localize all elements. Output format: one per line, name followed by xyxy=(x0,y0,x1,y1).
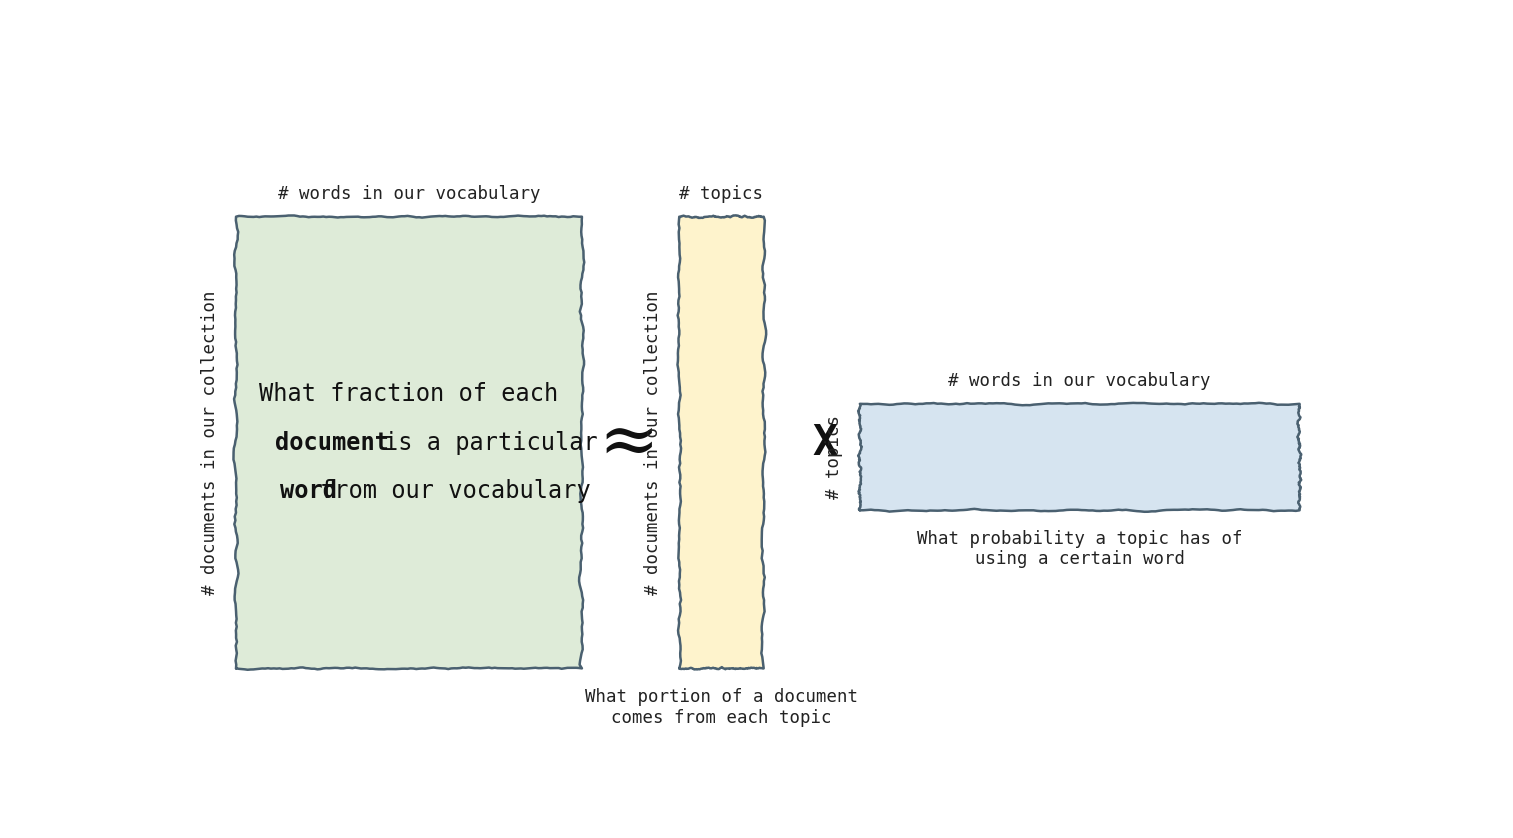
Text: is a particular: is a particular xyxy=(384,431,598,454)
Text: document: document xyxy=(275,431,389,454)
Text: # topics: # topics xyxy=(679,184,764,203)
Text: from our vocabulary: from our vocabulary xyxy=(319,479,590,503)
Polygon shape xyxy=(233,215,584,670)
Text: # words in our vocabulary: # words in our vocabulary xyxy=(949,371,1210,390)
Text: # words in our vocabulary: # words in our vocabulary xyxy=(278,184,540,203)
Text: # documents in our collection: # documents in our collection xyxy=(201,290,219,595)
Text: X: X xyxy=(812,422,837,463)
Polygon shape xyxy=(858,403,1301,512)
Text: # topics: # topics xyxy=(825,415,843,499)
Text: What portion of a document
comes from each topic: What portion of a document comes from ea… xyxy=(586,688,858,727)
Polygon shape xyxy=(678,215,766,670)
Text: What fraction of each: What fraction of each xyxy=(259,382,558,406)
Text: word: word xyxy=(280,479,337,503)
Text: What probability a topic has of
using a certain word: What probability a topic has of using a … xyxy=(917,530,1242,568)
Text: ≈: ≈ xyxy=(599,407,660,478)
Text: # documents in our collection: # documents in our collection xyxy=(645,290,663,595)
